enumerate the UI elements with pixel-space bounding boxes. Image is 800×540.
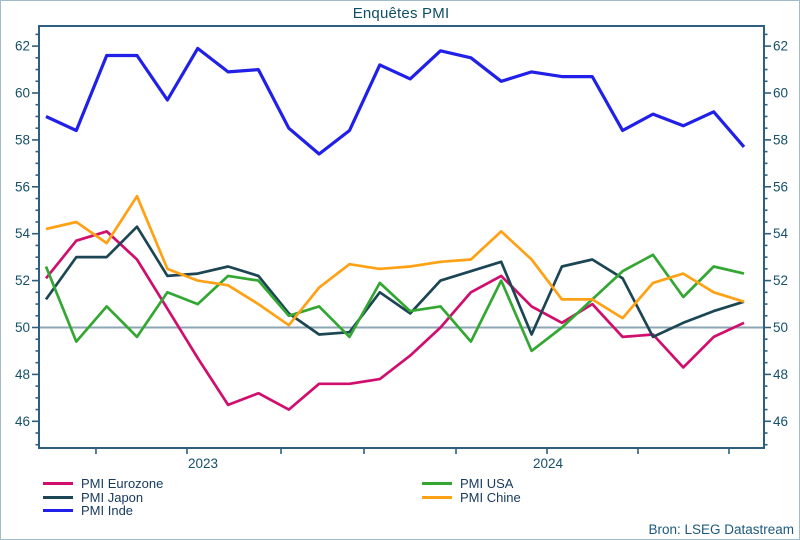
source-note: Bron: LSEG Datastream xyxy=(648,522,794,537)
chart-title: Enquêtes PMI xyxy=(352,5,450,22)
x-axis-year-label: 2023 xyxy=(188,456,218,471)
y-axis-tick-label-right: 54 xyxy=(773,226,789,241)
legend-swatch-eurozone xyxy=(43,482,73,486)
legend-swatch-inde xyxy=(43,509,73,513)
legend-item-usa: PMI USA xyxy=(422,476,521,492)
y-axis-tick-label-right: 58 xyxy=(773,132,788,147)
y-axis-tick-label-left: 62 xyxy=(15,39,30,54)
legend-label-chine: PMI Chine xyxy=(460,489,521,505)
y-axis-tick-label-right: 60 xyxy=(773,86,788,101)
legend-label-japon: PMI Japon xyxy=(81,489,144,505)
y-axis-tick-label-right: 46 xyxy=(773,414,788,429)
y-axis-tick-label-right: 48 xyxy=(773,367,788,382)
y-axis-tick-label-left: 60 xyxy=(15,86,30,101)
y-axis-tick-label-left: 52 xyxy=(15,273,30,288)
series-line-pmi-inde xyxy=(45,46,746,156)
legend-column-right: PMI USA PMI Chine xyxy=(422,476,521,505)
series-line-pmi-japon xyxy=(44,225,745,339)
series-line-pmi-eurozone xyxy=(44,230,745,411)
y-axis-tick-label-left: 56 xyxy=(15,179,30,194)
y-axis-tick-label-left: 54 xyxy=(15,226,31,241)
legend-label-usa: PMI USA xyxy=(460,476,514,492)
legend-label-eurozone: PMI Eurozone xyxy=(81,476,164,492)
y-axis-tick-label-right: 52 xyxy=(773,273,788,288)
y-axis-tick-label-left: 50 xyxy=(15,320,30,335)
x-axis-year-label: 2024 xyxy=(533,456,564,471)
legend-item-inde: PMI Inde xyxy=(43,503,163,519)
legend-item-chine: PMI Chine xyxy=(422,489,521,505)
y-axis-tick-label-left: 46 xyxy=(15,414,30,429)
y-axis-tick-label-right: 50 xyxy=(773,320,788,335)
legend-swatch-chine xyxy=(422,495,452,499)
y-axis-tick-label-right: 56 xyxy=(773,179,788,194)
legend-column-left: PMI Eurozone PMI Japon PMI Inde xyxy=(43,476,164,519)
legend-swatch-japon xyxy=(43,495,73,499)
y-axis-tick-label-left: 48 xyxy=(15,367,30,382)
plot-frame xyxy=(38,25,765,449)
legend-item-eurozone: PMI Eurozone xyxy=(43,476,164,492)
y-axis-tick-label-left: 58 xyxy=(15,132,30,147)
legend-swatch-usa xyxy=(422,482,452,486)
series-line-pmi-chine xyxy=(45,194,745,327)
legend-item-japon: PMI Japon xyxy=(43,489,163,505)
legend-label-inde: PMI Inde xyxy=(81,503,134,519)
y-axis-tick-label-right: 62 xyxy=(773,39,788,54)
series-line-pmi-usa xyxy=(44,253,745,353)
